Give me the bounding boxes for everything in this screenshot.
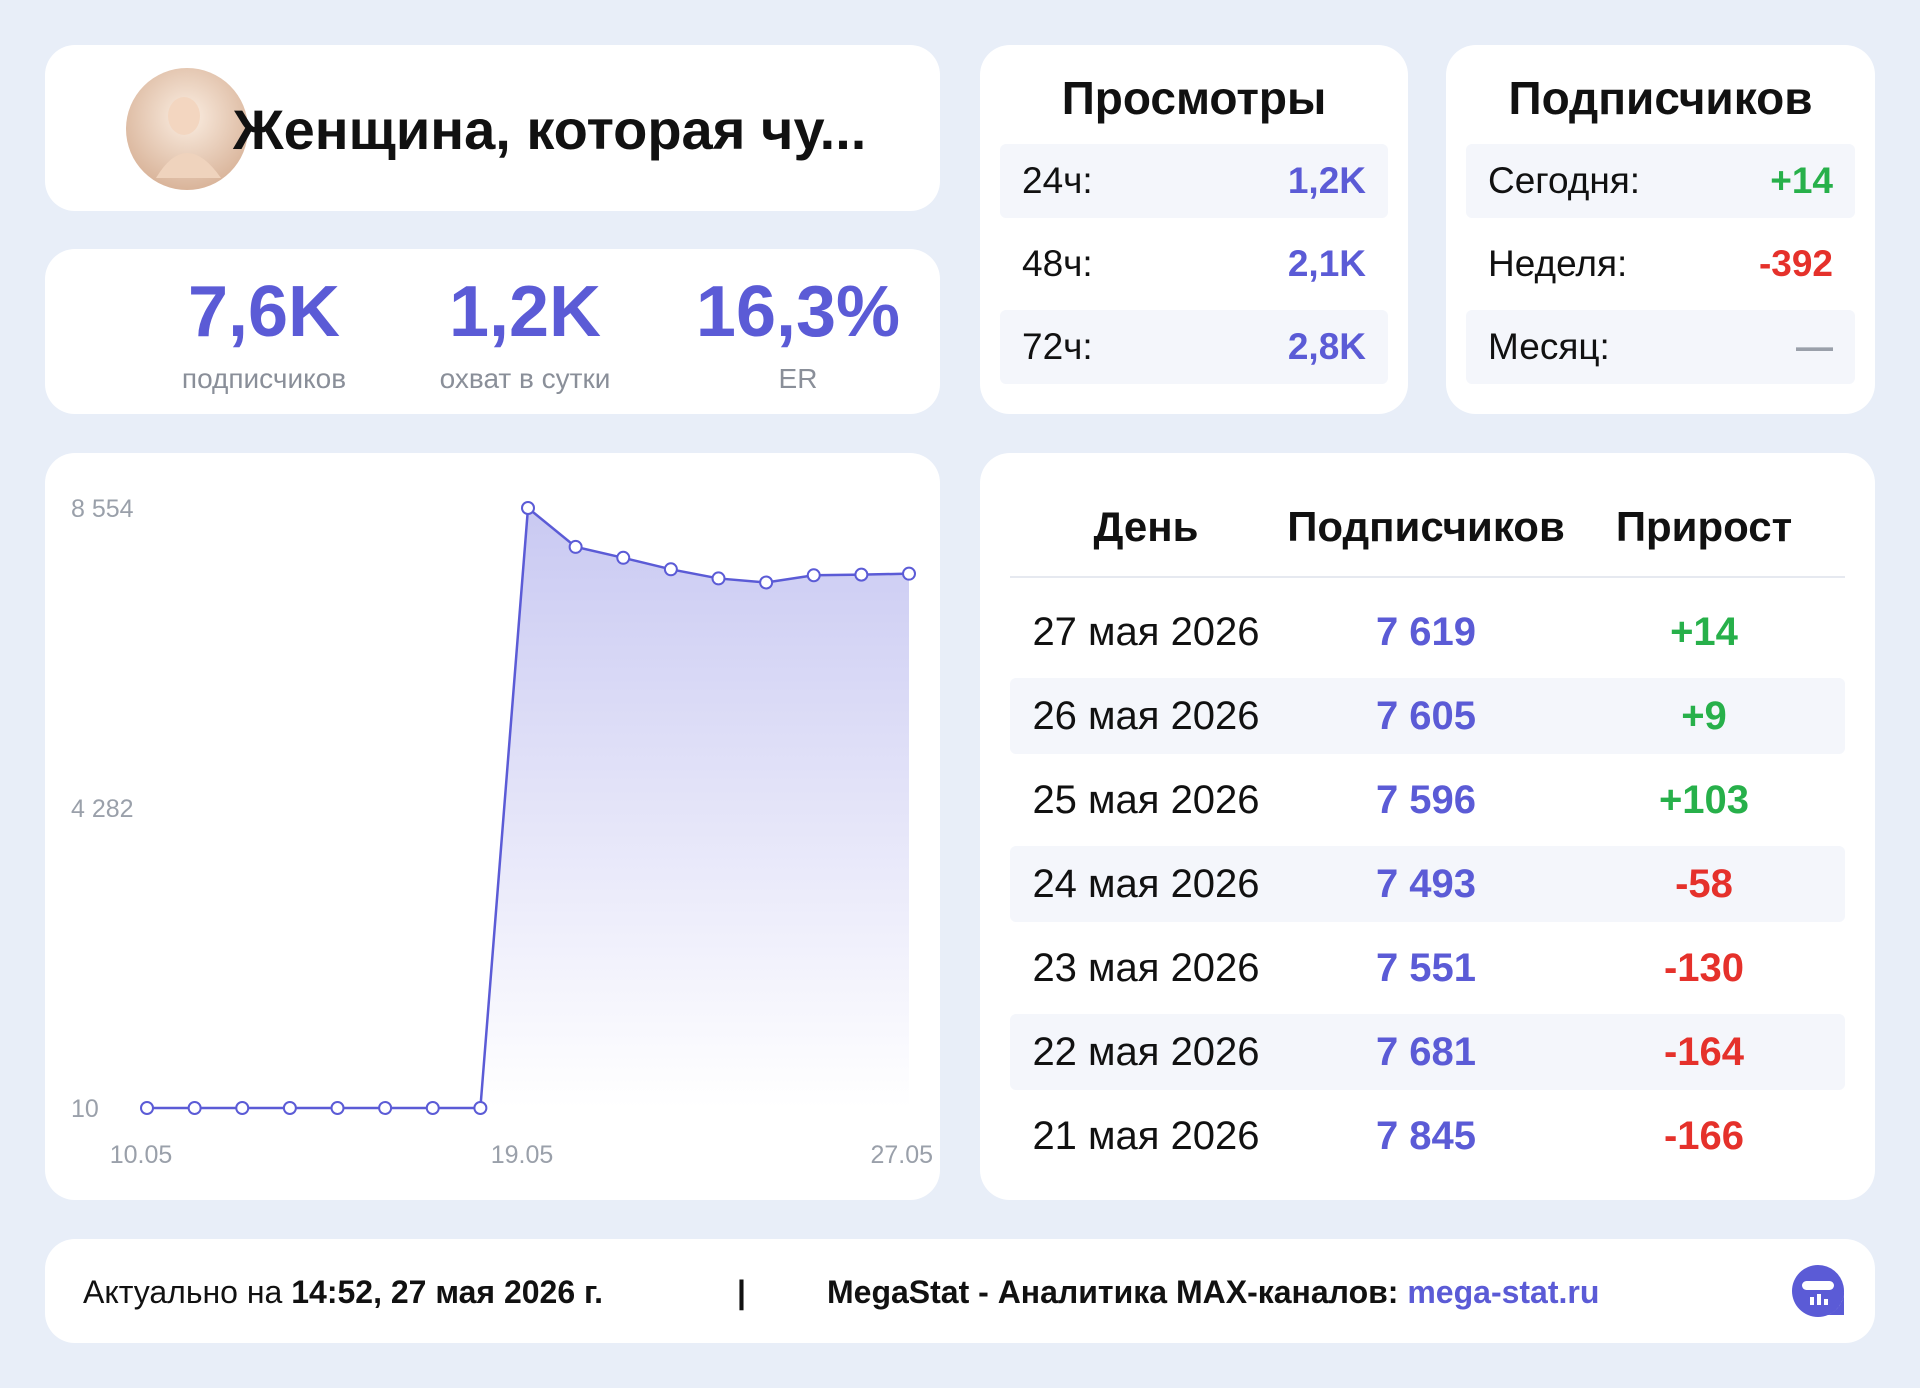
row-label: Неделя: <box>1488 243 1628 284</box>
stat-value: 16,3% <box>695 272 901 352</box>
subscribers: 7 551 <box>1375 946 1477 990</box>
card-title: Просмотры <box>1061 72 1327 124</box>
growth: -164 <box>1663 1030 1745 1074</box>
chart-card: 10 4 282 8 554 10.05 19.05 27.05 <box>45 453 940 1200</box>
growth: +103 <box>1658 778 1750 822</box>
x-tick-label: 10.05 <box>110 1141 173 1169</box>
chart: 10 4 282 8 554 10.05 19.05 27.05 <box>71 495 933 1169</box>
column-header: День <box>1093 503 1199 550</box>
point <box>663 562 678 577</box>
point <box>616 550 631 565</box>
brand: MegaStat - Аналитика MAX-каналов: <box>827 1274 1399 1310</box>
subscribers-card: Подписчиков Сегодня: +14 Неделя: -392 Месяц: — <box>1446 45 1875 414</box>
row-stripe <box>1000 310 1388 384</box>
point <box>806 568 821 583</box>
separator: | <box>737 1274 746 1310</box>
point <box>854 567 869 582</box>
x-tick-label: 27.05 <box>870 1141 933 1169</box>
y-tick-label: 10 <box>71 1095 99 1123</box>
subscribers: 7 493 <box>1375 862 1477 906</box>
x-tick-label: 19.05 <box>491 1141 554 1169</box>
footer: Актуально на 14:52, 27 мая 2026 г. | Meg… <box>45 1239 1875 1343</box>
date: 27 мая 2026 <box>1032 610 1260 654</box>
updated-prefix: Актуально на <box>83 1274 283 1310</box>
column-header: Подписчиков <box>1287 503 1565 550</box>
updated-text: Актуально на 14:52, 27 мая 2026 г. <box>83 1274 603 1311</box>
row-value: -392 <box>1758 243 1833 284</box>
date: 23 мая 2026 <box>1032 946 1260 990</box>
point <box>902 566 916 581</box>
date: 24 мая 2026 <box>1032 862 1260 906</box>
point <box>330 1101 345 1115</box>
growth: +14 <box>1670 610 1738 654</box>
point <box>140 1101 154 1115</box>
stat-value: 7,6K <box>187 272 341 352</box>
subscribers: 7 681 <box>1375 1030 1477 1074</box>
avatar <box>126 68 248 190</box>
row-stripe <box>1010 678 1845 754</box>
growth: +9 <box>1681 694 1727 738</box>
stat-label: охват в сутки <box>439 363 611 394</box>
column-header: Прирост <box>1615 503 1793 550</box>
row-value: 2,8K <box>1287 326 1366 367</box>
stat-value: 1,2K <box>448 272 602 352</box>
views-card: Просмотры 24ч: 1,2K 48ч: 2,1K 72ч: 2,8K <box>980 45 1408 414</box>
point <box>711 571 726 586</box>
row-label: 72ч: <box>1022 326 1093 367</box>
date: 22 мая 2026 <box>1032 1030 1260 1074</box>
subscribers: 7 596 <box>1375 778 1477 822</box>
point <box>187 1101 202 1115</box>
point <box>235 1101 250 1115</box>
row-label: Сегодня: <box>1488 160 1641 201</box>
growth: -58 <box>1675 862 1733 906</box>
point <box>521 501 535 515</box>
y-tick-label: 8 554 <box>71 495 134 523</box>
subscribers: 7 619 <box>1375 610 1477 654</box>
stat-label: подписчиков <box>181 363 347 394</box>
title-card: Женщина, которая чу... <box>45 45 940 211</box>
row-stripe <box>1010 1014 1845 1090</box>
date: 26 мая 2026 <box>1032 694 1260 738</box>
growth: -166 <box>1663 1114 1745 1158</box>
channel-title: Женщина, которая чу... <box>233 98 867 161</box>
point <box>425 1101 440 1115</box>
point <box>568 539 583 554</box>
updated-timestamp: 14:52, 27 мая 2026 г. <box>291 1274 604 1310</box>
row-value: 1,2K <box>1287 160 1366 201</box>
site-link[interactable]: mega-stat.ru <box>1407 1274 1600 1310</box>
row-stripe <box>1000 144 1388 218</box>
row-label: Месяц: <box>1488 326 1610 367</box>
row-stripe <box>1010 846 1845 922</box>
date: 25 мая 2026 <box>1032 778 1260 822</box>
area <box>147 508 909 1108</box>
subscribers: 7 605 <box>1375 694 1477 738</box>
point <box>759 575 774 590</box>
row-stripe <box>1466 144 1855 218</box>
stats-card: 7,6K подписчиков 1,2K охват в сутки 16,3% ER <box>45 249 940 414</box>
date: 21 мая 2026 <box>1032 1114 1260 1158</box>
card-title: Подписчиков <box>1508 72 1813 124</box>
point <box>282 1101 297 1115</box>
row-label: 48ч: <box>1022 243 1093 284</box>
row-label: 24ч: <box>1022 160 1093 201</box>
growth: -130 <box>1663 946 1745 990</box>
subscribers: 7 845 <box>1375 1114 1477 1158</box>
stat-label: ER <box>778 363 818 394</box>
header-divider <box>1010 576 1845 578</box>
logo <box>1792 1265 1844 1317</box>
table-card: День Подписчиков Прирост 27 мая 2026 7 619 +1… <box>980 453 1875 1200</box>
y-tick-label: 4 282 <box>71 795 134 823</box>
row-value: 2,1K <box>1287 243 1366 284</box>
row-stripe <box>1466 310 1855 384</box>
row-value: +14 <box>1770 160 1833 201</box>
brand-text: MegaStat - Аналитика MAX-каналов: mega-s… <box>827 1274 1599 1311</box>
point <box>378 1101 393 1115</box>
row-value: — <box>1796 326 1833 367</box>
point <box>473 1101 488 1115</box>
